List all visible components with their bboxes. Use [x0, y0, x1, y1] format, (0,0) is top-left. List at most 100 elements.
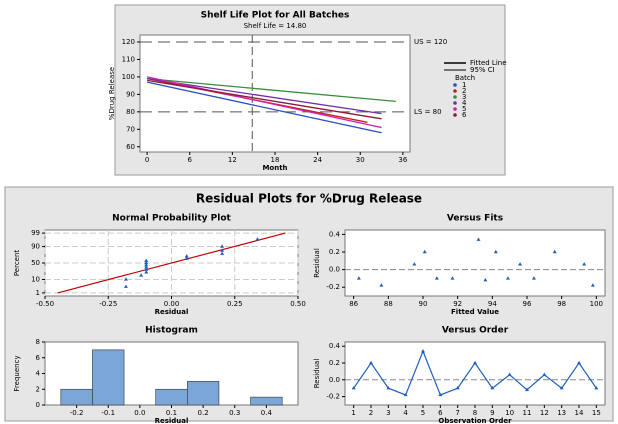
fit-line	[57, 232, 286, 294]
x-tick-label: 100	[590, 300, 603, 308]
chart-title: Histogram	[145, 326, 198, 336]
x-tick-label: 13	[557, 409, 566, 417]
x-tick-label: 18	[271, 156, 280, 164]
x-tick-label: 6	[188, 156, 193, 164]
y-axis-label: Residual	[313, 248, 321, 278]
legend-marker	[453, 101, 457, 105]
point	[577, 360, 581, 365]
x-tick-label: 0.50	[290, 300, 306, 308]
spec-label: US = 120	[414, 38, 447, 46]
point	[505, 276, 510, 280]
y-tick-label: 8	[36, 338, 40, 346]
x-tick-label: 96	[523, 300, 532, 308]
legend-label: 6	[462, 111, 467, 119]
y-tick-label: 0.2	[329, 359, 340, 367]
y-tick-label: 1	[36, 289, 40, 297]
x-tick-label: 3	[386, 409, 390, 417]
legend-label: 2	[462, 87, 466, 95]
y-tick-label: 0.0	[329, 266, 340, 274]
point	[184, 254, 189, 258]
y-tick-label: 100	[122, 73, 135, 81]
legend-title: Batch	[455, 74, 475, 82]
point	[493, 249, 498, 254]
x-tick-label: 30	[356, 156, 365, 164]
chart-title: Versus Order	[442, 326, 509, 336]
y-tick-label: 70	[126, 125, 135, 133]
plot-area	[344, 341, 606, 406]
point	[438, 392, 443, 397]
x-tick-label: 11	[523, 409, 532, 417]
y-tick-label: 6	[36, 354, 41, 362]
point	[507, 372, 512, 376]
x-tick-label: -0.1	[101, 409, 115, 417]
x-tick-label: 36	[398, 156, 407, 164]
legend-marker	[453, 113, 457, 117]
x-axis-label: Residual	[155, 417, 189, 424]
x-axis-label: Fitted Value	[451, 308, 499, 316]
chart-subtitle: Shelf Life = 14.80	[244, 22, 307, 30]
y-tick-label: -0.2	[326, 393, 340, 401]
y-tick-label: 10	[31, 275, 40, 283]
y-tick-label: 50	[31, 259, 40, 267]
fitted-line	[147, 78, 382, 115]
point	[421, 349, 425, 353]
y-tick-label: 99	[31, 229, 40, 237]
x-tick-label: 8	[473, 409, 477, 417]
x-tick-label: 0.4	[261, 409, 273, 417]
point	[594, 386, 599, 390]
point	[590, 283, 595, 287]
x-axis-label: Observation Order	[438, 417, 512, 424]
fitted-line	[146, 81, 382, 134]
point	[552, 249, 557, 254]
figure-title: Residual Plots for %Drug Release	[196, 192, 422, 206]
legend-label: 3	[462, 93, 466, 101]
bar	[60, 388, 93, 406]
point	[542, 372, 547, 376]
x-axis-label: Residual	[155, 308, 189, 316]
x-tick-label: 7	[455, 409, 459, 417]
x-tick-label: 0	[145, 156, 149, 164]
y-tick-label: 0.4	[329, 230, 341, 238]
y-tick-label: 80	[126, 108, 135, 116]
point	[531, 276, 536, 280]
bar	[92, 349, 125, 406]
y-tick-label: 0	[36, 401, 40, 409]
point	[455, 386, 460, 390]
x-tick-label: -0.2	[70, 409, 84, 417]
x-tick-label: 0.0	[134, 409, 145, 417]
chart-title: Normal Probability Plot	[112, 214, 231, 224]
y-axis-label: Frequency	[13, 355, 21, 391]
legend-marker	[453, 83, 457, 87]
x-tick-label: 0.1	[166, 409, 177, 417]
y-tick-label: 60	[126, 143, 135, 151]
fitted-line	[146, 76, 382, 129]
point	[144, 260, 149, 265]
point	[220, 248, 225, 252]
point	[351, 386, 356, 390]
point	[144, 267, 149, 271]
chart-title: Shelf Life Plot for All Batches	[201, 11, 350, 21]
point	[412, 262, 417, 266]
bar	[250, 396, 283, 406]
legend-line-label: 95% CI	[470, 66, 495, 74]
x-tick-label: 10	[505, 409, 514, 417]
legend-marker	[453, 107, 457, 111]
plot-area	[139, 34, 411, 153]
chart-title: Versus Fits	[447, 214, 503, 224]
y-tick-label: 0.2	[329, 248, 340, 256]
point	[144, 258, 149, 263]
point	[518, 262, 523, 266]
x-tick-label: 90	[419, 300, 428, 308]
y-tick-label: 90	[31, 243, 40, 251]
x-axis-label: Month	[262, 164, 287, 172]
point	[559, 386, 564, 390]
x-tick-label: 6	[438, 409, 443, 417]
point	[123, 277, 128, 281]
x-tick-label: 86	[349, 300, 358, 308]
legend-marker	[453, 89, 457, 93]
x-tick-label: 0.00	[164, 300, 180, 308]
x-tick-label: -0.25	[99, 300, 117, 308]
y-tick-label: 0.0	[329, 376, 340, 384]
